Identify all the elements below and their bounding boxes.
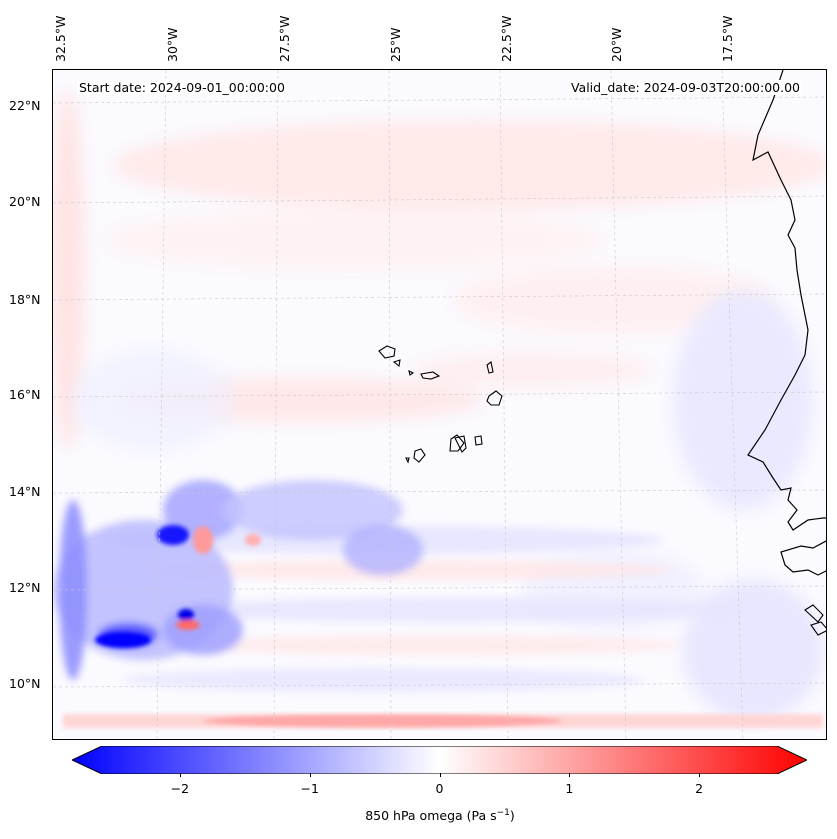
colorbar-tick-label: 0 [435, 781, 444, 796]
colorbar-tick-label: 1 [565, 781, 574, 796]
coastline-guinea-islands [804, 604, 826, 636]
gridlines [53, 70, 826, 739]
coastline-guinea [780, 540, 826, 576]
colorbar-label-exponent: −1 [496, 808, 510, 818]
colorbar-tick-label: −1 [300, 781, 319, 796]
colorbar-tickmark [439, 773, 441, 777]
colorbar-tickmark [309, 773, 311, 777]
map-panel[interactable]: Start date: 2024-09-01_00:00:00 Valid_da… [52, 69, 827, 740]
omega-positive-south-strip [63, 714, 823, 728]
lon-label-27-5w: 27.5°W [277, 15, 292, 62]
colorbar-tickmark [569, 773, 571, 777]
cape-verde-islands [378, 345, 503, 464]
lon-label-22-5w: 22.5°W [499, 15, 514, 62]
colorbar-label-suffix: ) [509, 808, 515, 824]
colorbar-tick-label: −2 [170, 781, 190, 796]
colorbar-tickmark [699, 773, 701, 777]
valid-date-label: Valid_date: 2024-09-03T20:00:00.00 [568, 80, 802, 95]
map-canvas [53, 70, 826, 739]
omega-convective-cores [95, 525, 261, 648]
lon-label-17-5w: 17.5°W [720, 15, 735, 62]
coastline-africa [747, 70, 826, 531]
lat-label-20n: 20°N [9, 194, 41, 209]
colorbar-svg [70, 745, 809, 775]
colorbar-tickmark [179, 773, 181, 777]
lat-label-16n: 16°N [9, 387, 41, 402]
lat-label-12n: 12°N [9, 580, 41, 595]
lat-label-10n: 10°N [9, 676, 41, 691]
lon-label-20w: 20°W [609, 27, 624, 62]
colorbar [70, 745, 809, 775]
lat-label-22n: 22°N [9, 98, 41, 113]
omega-positive-north [53, 90, 826, 450]
colorbar-tick-label: 2 [695, 781, 704, 796]
lon-label-25w: 25°W [388, 27, 403, 62]
start-date-label: Start date: 2024-09-01_00:00:00 [77, 80, 287, 95]
colorbar-label: 850 hPa omega (Pa s−1) [0, 808, 837, 823]
lat-label-14n: 14°N [9, 484, 41, 499]
lat-label-18n: 18°N [9, 292, 41, 307]
omega-stripes-south [103, 526, 743, 692]
lon-label-30w: 30°W [165, 27, 180, 62]
lon-label-32-5w: 32.5°W [53, 15, 68, 62]
colorbar-gradient [70, 745, 809, 775]
colorbar-label-prefix: 850 hPa omega (Pa s [365, 808, 497, 824]
